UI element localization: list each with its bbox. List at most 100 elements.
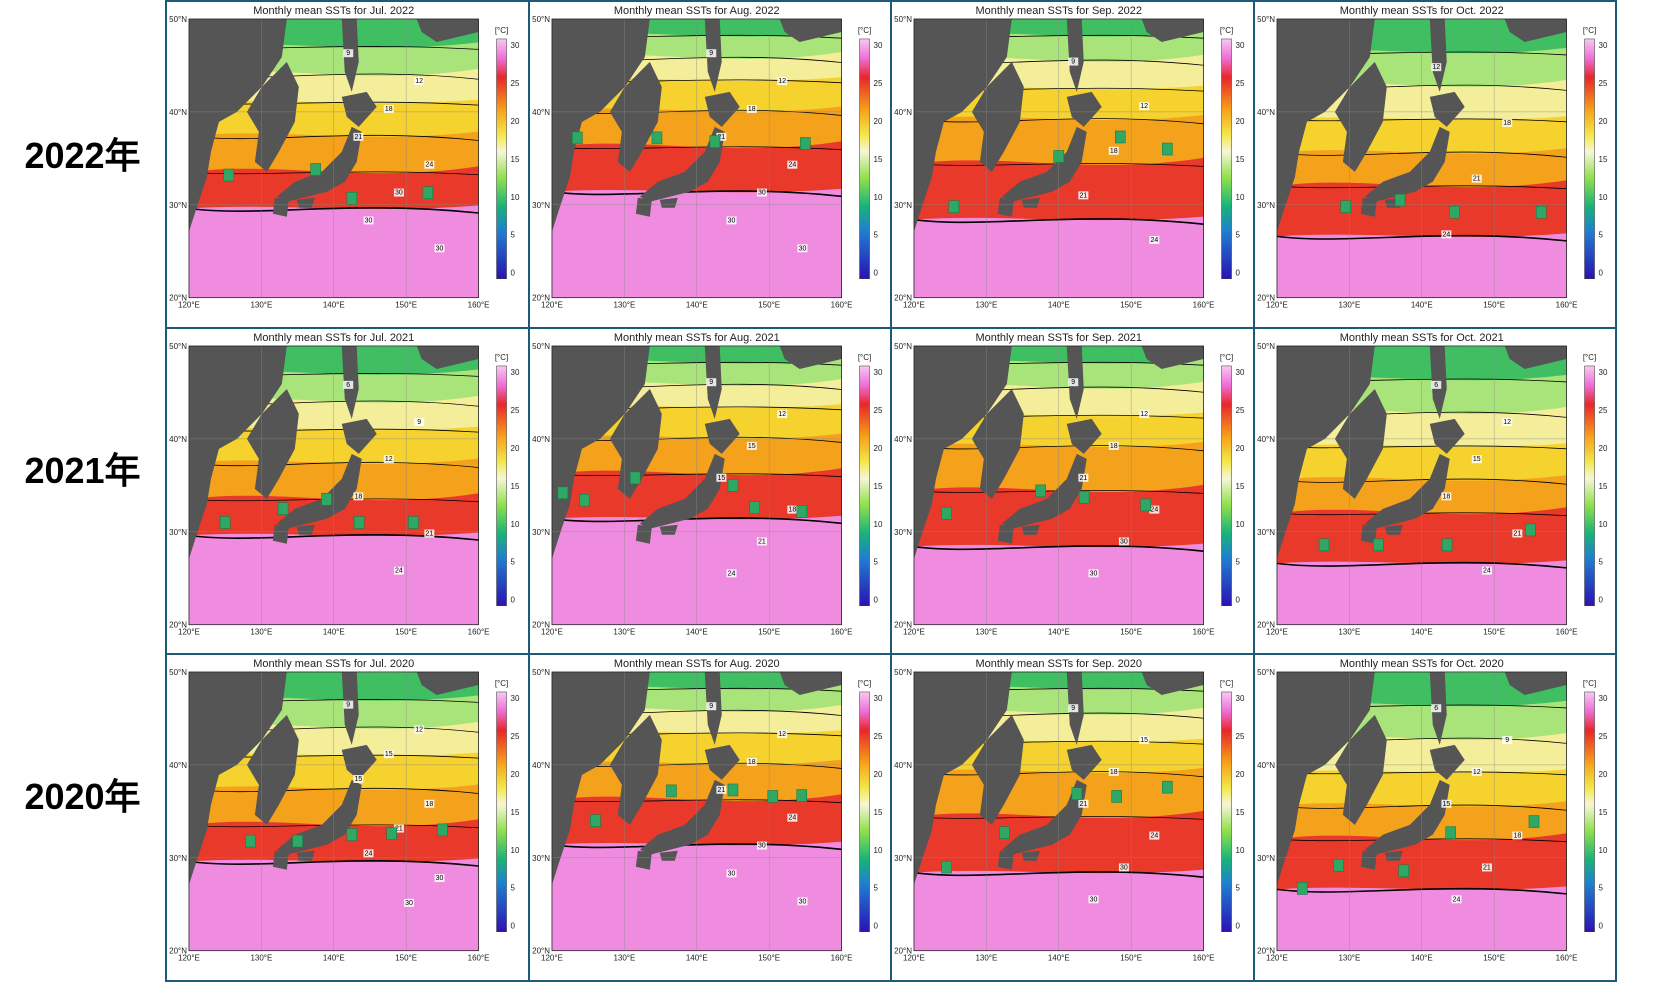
contour-label: 15	[717, 474, 725, 481]
lat-tick-label: 50°N	[1257, 342, 1275, 351]
colorbar-tick-label: 0	[511, 595, 516, 604]
colorbar-tick-label: 5	[1598, 557, 1603, 566]
lat-tick-label: 40°N	[894, 435, 912, 444]
land-mass	[779, 18, 842, 42]
contour-label: 18	[1513, 833, 1521, 840]
observation-marker	[422, 186, 434, 200]
land-mass	[1429, 418, 1465, 454]
land-mass	[1504, 18, 1567, 42]
lon-tick-label: 140°E	[323, 627, 345, 636]
land-mass	[609, 388, 662, 499]
lat-tick-label: 30°N	[532, 201, 550, 210]
land-mass	[1276, 345, 1375, 559]
lon-tick-label: 120°E	[1266, 954, 1288, 963]
colorbar-tick-label: 15	[873, 481, 882, 490]
lat-tick-label: 20°N	[532, 947, 550, 956]
contour-label: 24	[1150, 833, 1158, 840]
isotherm-line	[188, 788, 479, 795]
colorbar-tick-label: 20	[511, 444, 520, 453]
land-mass	[1334, 715, 1387, 826]
contour-label: 12	[1432, 64, 1440, 71]
colorbar	[1583, 692, 1595, 933]
lat-tick-label: 40°N	[532, 435, 550, 444]
sst-map-panel: Monthly mean SSTs for Sep. 2020 9 15 18 21 24…	[892, 655, 1253, 980]
colorbar-tick-label: 10	[511, 193, 520, 202]
colorbar-tick-label: 30	[1236, 368, 1245, 377]
contour-label: 21	[354, 134, 362, 141]
colorbar-tick-label: 30	[1598, 694, 1607, 703]
contour-label: 30	[758, 190, 766, 197]
observation-marker	[1441, 538, 1452, 551]
contour-label: 9	[346, 702, 350, 709]
lon-tick-label: 150°E	[758, 954, 780, 963]
colorbar-tick-label: 5	[1236, 231, 1241, 240]
contour-label: 12	[385, 456, 393, 463]
contour-label: 24	[1452, 897, 1460, 904]
isotherm-line	[188, 498, 479, 502]
contour-label: 9	[709, 704, 713, 711]
lat-tick-label: 30°N	[169, 201, 187, 210]
sst-map-panel: Monthly mean SSTs for Oct. 2022 12 18 21 24 5…	[1254, 2, 1615, 327]
observation-marker	[1528, 815, 1539, 829]
land-mass	[704, 745, 740, 781]
contour-label: 24	[1150, 237, 1158, 244]
colorbar	[1583, 38, 1595, 279]
isotherm-line	[1276, 234, 1567, 242]
land-mass	[1429, 18, 1447, 92]
colorbar-unit: [°C]	[857, 353, 870, 362]
lon-tick-label: 120°E	[1266, 627, 1288, 636]
colorbar-tick-label: 25	[873, 406, 882, 415]
lon-tick-label: 160°E	[1193, 954, 1215, 963]
colorbar-tick-label: 15	[873, 808, 882, 817]
lat-tick-label: 50°N	[532, 15, 550, 24]
colorbar-tick-label: 25	[511, 79, 520, 88]
observation-marker	[941, 861, 952, 874]
colorbar-tick-label: 5	[1236, 557, 1241, 566]
observation-marker	[766, 790, 778, 804]
land-mass	[1066, 18, 1084, 92]
contour-label: 9	[709, 50, 713, 57]
observation-marker	[346, 828, 358, 842]
colorbar-tick-label: 0	[511, 269, 516, 278]
colorbar-tick-label: 25	[1236, 406, 1245, 415]
lon-tick-label: 130°E	[975, 627, 997, 636]
colorbar-tick-label: 15	[511, 481, 520, 490]
lon-tick-label: 150°E	[1120, 301, 1142, 310]
land-mass	[1066, 418, 1102, 454]
observation-marker	[310, 163, 321, 176]
land-mass	[1429, 91, 1465, 127]
colorbar-tick-label: 30	[873, 41, 882, 50]
contour-label: 18	[1110, 443, 1118, 450]
land-mass	[296, 524, 315, 535]
observation-marker	[1318, 538, 1329, 551]
observation-marker	[1162, 781, 1173, 794]
colorbar-tick-label: 5	[511, 557, 516, 566]
sst-map-svg: Monthly mean SSTs for Oct. 2022 12 18 21 24 5…	[1257, 5, 1608, 310]
contour-label: 21	[425, 530, 433, 537]
colorbar-tick-label: 20	[873, 117, 882, 126]
land-mass	[188, 18, 287, 232]
year-label-2020: 2020年	[24, 776, 141, 817]
lon-tick-label: 150°E	[395, 954, 417, 963]
land-mass	[1066, 91, 1102, 127]
lat-tick-label: 20°N	[169, 294, 187, 303]
contour-label: 24	[1483, 567, 1491, 574]
land-mass	[1364, 780, 1450, 856]
lat-tick-label: 40°N	[1257, 435, 1275, 444]
land-mass	[913, 672, 1012, 886]
lat-tick-label: 50°N	[894, 342, 912, 351]
lat-tick-label: 30°N	[1257, 854, 1275, 863]
contour-label: 30	[1090, 570, 1098, 577]
lat-tick-label: 30°N	[169, 854, 187, 863]
isotherm-line	[188, 206, 479, 214]
contour-label: 18	[1110, 769, 1118, 776]
observation-marker	[1140, 498, 1151, 511]
land-mass	[246, 715, 299, 826]
colorbar-tick-label: 20	[511, 117, 520, 126]
lat-tick-label: 40°N	[894, 761, 912, 770]
panel-title: Monthly mean SSTs for Aug. 2022	[613, 5, 779, 17]
lat-tick-label: 30°N	[1257, 201, 1275, 210]
land-mass	[296, 851, 315, 862]
colorbar-tick-label: 0	[1236, 269, 1241, 278]
colorbar-tick-label: 20	[873, 444, 882, 453]
